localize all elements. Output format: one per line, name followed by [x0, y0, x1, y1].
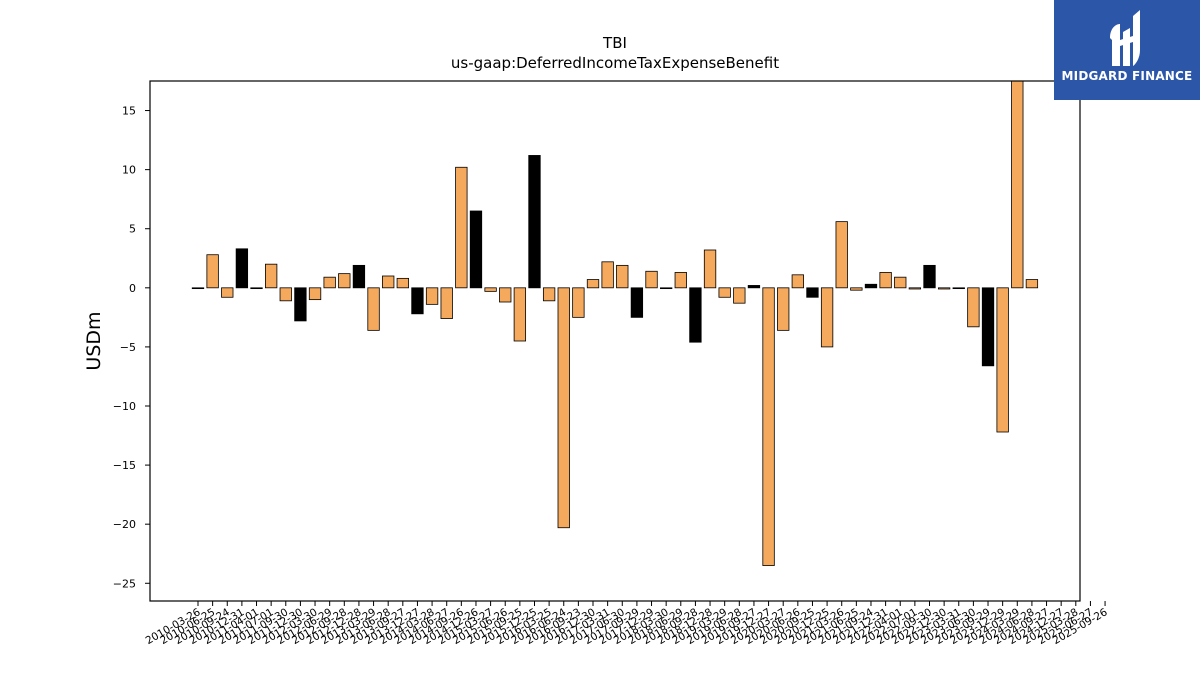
- bar: [689, 287, 702, 343]
- bar: [850, 287, 863, 291]
- bar: [572, 287, 585, 318]
- y-tick-label: 15: [122, 105, 136, 118]
- bar: [279, 287, 292, 302]
- bar: [425, 287, 439, 305]
- bar: [820, 287, 834, 348]
- y-tick-label: 0: [129, 282, 136, 295]
- bar: [630, 287, 644, 318]
- bar: [952, 287, 965, 290]
- bar: [440, 287, 453, 319]
- chart-subtitle: us-gaap:DeferredIncomeTaxExpenseBenefit: [451, 54, 779, 72]
- bar: [455, 166, 468, 289]
- bar: [718, 287, 731, 298]
- bar: [981, 287, 995, 367]
- y-tick-label: 10: [122, 164, 136, 177]
- bar: [791, 274, 804, 289]
- bar: [674, 272, 687, 289]
- bar: [864, 283, 878, 289]
- brand-name: MIDGARD FINANCE: [1061, 69, 1193, 83]
- bar: [733, 287, 746, 304]
- bar: [937, 287, 951, 290]
- bar: [996, 287, 1009, 433]
- bar: [1011, 80, 1024, 289]
- bar: [908, 287, 922, 290]
- bar: [367, 287, 380, 331]
- bar: [835, 221, 848, 289]
- y-tick-label: −5: [120, 341, 136, 354]
- plot-frame: [149, 80, 1081, 602]
- bar: [879, 272, 892, 289]
- y-tick-label: −25: [113, 577, 136, 590]
- bar: [308, 287, 322, 301]
- bar: [352, 264, 366, 289]
- brand-logo: MIDGARD FINANCE: [1054, 0, 1200, 100]
- bar: [542, 287, 556, 302]
- x-axis: 2010-03-262010-06-252010-09-242010-12-31…: [144, 601, 1110, 647]
- bar: [1025, 279, 1039, 289]
- bar: [250, 287, 263, 290]
- bar: [645, 270, 658, 289]
- bars: [191, 80, 1039, 566]
- bar: [528, 155, 541, 289]
- bar: [967, 287, 980, 328]
- bar: [806, 287, 819, 298]
- bar: [557, 287, 570, 529]
- y-axis: 15 10 5 0 −5 −10 −15 −20 −25: [113, 105, 150, 590]
- bar: [191, 287, 205, 290]
- y-tick-label: 5: [129, 223, 136, 236]
- bar: [294, 287, 307, 322]
- bar: [484, 287, 497, 292]
- y-tick-label: −15: [113, 459, 136, 472]
- bar: [660, 287, 673, 290]
- bar: [338, 273, 351, 289]
- bar: [382, 275, 395, 289]
- y-tick-label: −10: [113, 400, 136, 413]
- bar: [616, 264, 629, 289]
- bar: [601, 261, 614, 289]
- bar: [235, 248, 249, 289]
- bar: [747, 285, 761, 289]
- bar: [206, 254, 219, 289]
- bar: [396, 277, 409, 289]
- bar: [894, 276, 907, 289]
- bar: [762, 287, 775, 566]
- bar: [221, 287, 234, 298]
- chart-title: TBI: [602, 34, 627, 52]
- bar: [513, 287, 527, 342]
- bar: [703, 249, 717, 289]
- bar: [411, 287, 424, 315]
- bar: [586, 279, 600, 289]
- bar: [777, 287, 790, 331]
- y-axis-label: USDm: [83, 311, 105, 370]
- y-tick-label: −20: [113, 518, 136, 531]
- bar: [264, 263, 278, 289]
- bar: [499, 287, 512, 303]
- bar: [923, 264, 936, 289]
- bar: [469, 210, 483, 289]
- bar: [323, 276, 336, 289]
- brand-mark-icon: [1110, 10, 1140, 66]
